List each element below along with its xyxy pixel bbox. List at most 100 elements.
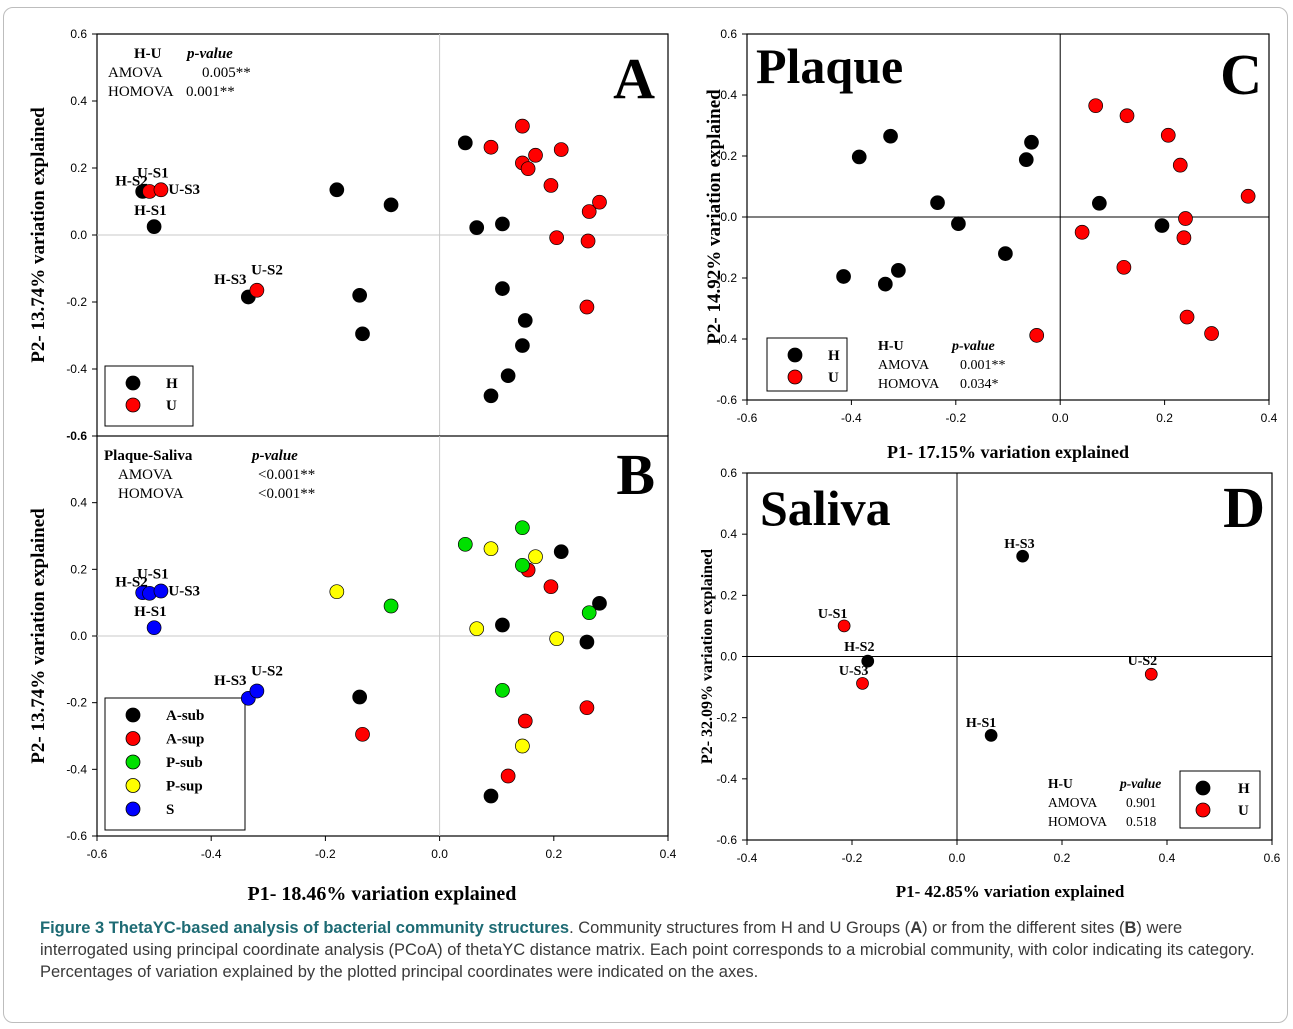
data-point <box>1024 134 1039 150</box>
legend-label: U <box>166 398 177 414</box>
data-point <box>891 263 906 278</box>
legend-label: U <box>1238 803 1249 819</box>
stats-test-name: AMOVA <box>878 358 930 373</box>
data-point <box>483 788 499 804</box>
x-tick-label: -0.6 <box>87 847 108 861</box>
data-point <box>495 216 510 232</box>
stats-test-name: HOMOVA <box>1048 814 1107 829</box>
data-point <box>1091 195 1107 211</box>
data-point <box>495 281 510 296</box>
legend-label: H <box>1238 781 1250 797</box>
data-point <box>329 182 345 198</box>
chart-panel-d: 0.60.40.20.0-0.2-0.4-0.6-0.4 -0.2 0.0 0.2 0.… <box>699 466 1281 901</box>
data-point <box>553 544 569 560</box>
data-point <box>580 233 596 249</box>
panel-title: Plaque <box>756 38 903 94</box>
data-point <box>146 219 162 234</box>
stats-header: H-U <box>1048 776 1073 791</box>
stats-test-name: AMOVA <box>1048 795 1098 810</box>
y-tick-label: -0.2 <box>66 696 87 710</box>
y-tick-label: -0.6 <box>66 429 87 443</box>
series-a-sup <box>355 562 595 784</box>
series-u <box>142 118 607 315</box>
data-point <box>883 128 898 144</box>
y-tick-label: -0.4 <box>66 762 87 776</box>
data-point <box>515 738 530 754</box>
x-tick-label: 0.0 <box>431 847 448 861</box>
x-tick-label: 0.4 <box>660 847 677 861</box>
series-p-sup <box>329 541 565 754</box>
data-point <box>1204 326 1219 341</box>
y-tick-label: 0.4 <box>70 94 87 108</box>
x-tick-label: 0.6 <box>1264 851 1281 865</box>
data-point <box>146 620 162 636</box>
y-tick-label: -0.4 <box>66 362 87 376</box>
y-tick-label: 0.4 <box>70 496 87 510</box>
data-point <box>1018 152 1034 168</box>
stats-p-value: 0.034* <box>960 377 999 392</box>
y-tick-label: 0.2 <box>720 149 737 163</box>
panel-title: Saliva <box>760 480 891 536</box>
y-tick-label: 0.6 <box>720 466 737 480</box>
point-annotation: U-S2 <box>251 663 283 679</box>
y-tick-label: -0.6 <box>716 393 737 407</box>
panel-letter: A <box>613 46 655 111</box>
panel-letter: C <box>1220 42 1262 107</box>
legend-box <box>104 365 194 427</box>
data-point <box>1116 259 1132 275</box>
stats-pvalue-header: p-value <box>185 46 233 62</box>
point-annotation: H-S2 <box>115 575 148 591</box>
legend-label: P-sup <box>166 779 203 795</box>
legend-marker-h <box>787 347 803 363</box>
caption-text: ) were interrogated using principal coor… <box>40 919 1255 981</box>
data-point <box>851 149 867 165</box>
y-tick-label: -0.2 <box>716 711 737 725</box>
legend-marker-a-sup <box>125 731 141 746</box>
data-point <box>249 282 265 298</box>
series-h <box>861 549 1029 742</box>
y-tick-label: 0.0 <box>70 228 87 242</box>
data-point <box>355 726 370 742</box>
point-annotation: H-S1 <box>134 203 167 219</box>
point-annotation: H-S2 <box>115 173 148 189</box>
x-axis-label: P1- 42.85% variation explained <box>896 882 1125 901</box>
stats-p-value: <0.001** <box>258 486 315 502</box>
x-tick-label: 0.2 <box>1054 851 1071 865</box>
data-point <box>495 682 510 698</box>
caption-text: . Community structures from H and U Grou… <box>569 919 911 937</box>
y-tick-label: -0.6 <box>716 833 737 847</box>
stats-header: Plaque-Saliva <box>104 448 193 464</box>
data-point <box>553 142 569 157</box>
data-point <box>581 605 597 621</box>
point-annotation: U-S2 <box>251 263 283 279</box>
y-tick-label: 0.4 <box>720 88 737 102</box>
data-point <box>1240 188 1256 204</box>
point-annotation: U-S1 <box>137 165 169 181</box>
data-point <box>520 161 536 177</box>
series-a-sub <box>352 544 607 804</box>
y-tick-label: 0.0 <box>70 629 87 643</box>
data-point <box>1016 549 1029 563</box>
data-point <box>1029 327 1045 343</box>
data-point <box>515 118 530 134</box>
y-tick-label: 0.6 <box>720 27 737 41</box>
x-tick-label: 0.0 <box>1052 411 1069 425</box>
data-point <box>1144 667 1158 681</box>
stats-pvalue-header: p-value <box>250 448 298 464</box>
caption-text: B <box>1124 919 1137 937</box>
panel-letter: D <box>1223 475 1265 540</box>
x-tick-label: -0.2 <box>945 411 966 425</box>
point-annotation: U-S2 <box>1128 654 1158 669</box>
stats-pvalue-header: p-value <box>951 339 995 354</box>
data-point <box>457 536 473 552</box>
x-tick-label: -0.6 <box>737 411 758 425</box>
legend-marker-h <box>1195 780 1211 796</box>
data-point <box>1179 309 1195 325</box>
figure-caption: Figure 3 ThetaYC-based analysis of bacte… <box>40 917 1255 983</box>
data-point <box>329 584 345 600</box>
stats-header: H-U <box>134 46 162 62</box>
caption-text: ) or from the different sites ( <box>922 919 1125 937</box>
x-tick-label: 0.4 <box>1159 851 1176 865</box>
data-point <box>352 287 368 303</box>
